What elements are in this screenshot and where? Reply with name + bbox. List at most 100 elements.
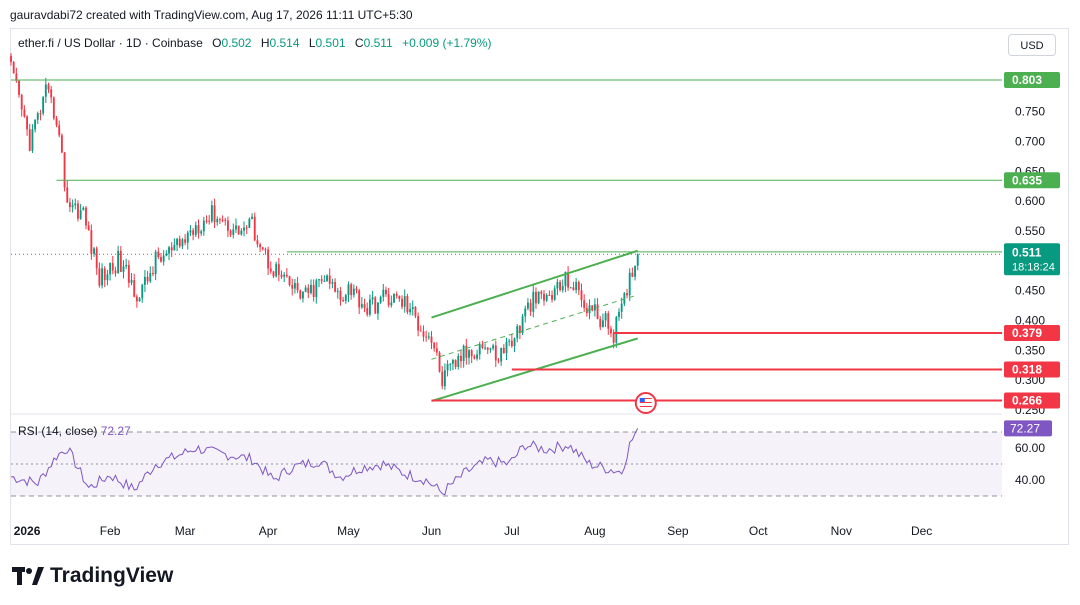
- rsi-legend[interactable]: RSI (14, close) 72.27: [18, 424, 131, 438]
- level-badge-label: 0.803: [1012, 73, 1042, 87]
- candle: [176, 237, 178, 252]
- candle: [302, 291, 304, 303]
- symbol-legend[interactable]: ether.fi / US Dollar · 1D · Coinbase O0.…: [18, 36, 491, 50]
- candle: [227, 216, 229, 238]
- candle-body: [224, 219, 227, 221]
- candle: [502, 344, 505, 354]
- candle-body: [577, 282, 580, 291]
- candle-body: [382, 289, 385, 297]
- candle: [368, 294, 371, 317]
- candle-body: [360, 304, 363, 308]
- flag-stripe: [639, 398, 652, 399]
- candle: [414, 306, 417, 319]
- candle: [344, 293, 347, 304]
- candle: [484, 343, 487, 351]
- candle-body: [355, 288, 358, 291]
- candle: [280, 270, 283, 279]
- candle-body: [559, 282, 562, 291]
- candle: [130, 273, 133, 286]
- candle: [435, 342, 438, 356]
- candle-body: [154, 251, 157, 275]
- level-badge: [1004, 72, 1060, 89]
- level-badge-label: 0.635: [1012, 173, 1042, 187]
- candle-body: [476, 354, 478, 359]
- candle: [157, 247, 160, 260]
- candle: [114, 266, 117, 277]
- candle: [352, 284, 355, 298]
- candle: [178, 235, 181, 249]
- candle: [39, 109, 42, 121]
- candle-body: [494, 345, 497, 361]
- candle: [117, 245, 120, 274]
- candle-body: [524, 308, 527, 317]
- candle-body: [551, 295, 553, 300]
- candle-body: [505, 341, 508, 354]
- candle: [189, 225, 192, 237]
- candle: [146, 270, 149, 285]
- currency-button[interactable]: USD: [1008, 34, 1056, 56]
- change-value: +0.009 (+1.79%): [402, 36, 492, 50]
- candle-body: [26, 116, 29, 130]
- candle: [288, 275, 291, 287]
- price-tick-label: 0.750: [1015, 105, 1045, 119]
- candle-body: [114, 270, 117, 274]
- candle-body: [189, 230, 192, 233]
- candle-body: [414, 307, 417, 317]
- rsi-pane: [10, 413, 1002, 497]
- candle: [543, 289, 545, 306]
- candle: [615, 316, 618, 348]
- candle-body: [411, 307, 414, 309]
- candle: [524, 305, 527, 323]
- candle-body: [435, 348, 438, 353]
- candle: [133, 273, 136, 298]
- candle-body: [323, 280, 326, 282]
- candle: [601, 313, 604, 328]
- candle: [119, 246, 122, 272]
- candle-body: [138, 298, 141, 302]
- symbol-name[interactable]: ether.fi / US Dollar · 1D · Coinbase: [18, 36, 203, 50]
- candle: [427, 332, 430, 340]
- close-label: C: [354, 36, 364, 50]
- candle: [103, 266, 106, 288]
- candle: [473, 354, 476, 360]
- time-tick-label: Sep: [667, 524, 689, 538]
- candle: [510, 334, 513, 348]
- candle-body: [561, 286, 564, 291]
- candle: [476, 349, 478, 361]
- level-badge: [1004, 325, 1060, 342]
- candle-body: [478, 344, 481, 355]
- current-price-badge: [1004, 243, 1060, 276]
- candle-body: [293, 283, 296, 289]
- candle: [599, 316, 602, 331]
- candle-body: [197, 225, 200, 234]
- candle: [245, 225, 248, 235]
- time-tick-label: 2026: [14, 524, 41, 538]
- candle-body: [379, 296, 382, 303]
- channel-upper: [431, 249, 639, 319]
- candle: [235, 218, 237, 234]
- candle-body: [186, 232, 189, 243]
- candle: [283, 272, 286, 283]
- candle: [237, 225, 240, 235]
- candle-body: [529, 302, 532, 312]
- candle: [377, 302, 379, 320]
- candle-body: [28, 129, 31, 151]
- candle-body: [12, 61, 15, 74]
- candle: [149, 266, 152, 284]
- candle-body: [261, 247, 264, 250]
- candle: [31, 124, 34, 154]
- candle: [521, 314, 524, 335]
- candle-body: [556, 282, 559, 289]
- candle-body: [615, 316, 618, 343]
- chart-frame[interactable]: [10, 28, 1069, 545]
- candle: [304, 285, 307, 293]
- candle-body: [272, 271, 275, 277]
- candle: [425, 330, 428, 342]
- candle: [336, 287, 339, 299]
- brand[interactable]: TradingView: [12, 563, 173, 589]
- candle-body: [626, 293, 628, 296]
- candle: [596, 298, 599, 320]
- candle: [125, 258, 128, 270]
- candle-body: [253, 216, 256, 241]
